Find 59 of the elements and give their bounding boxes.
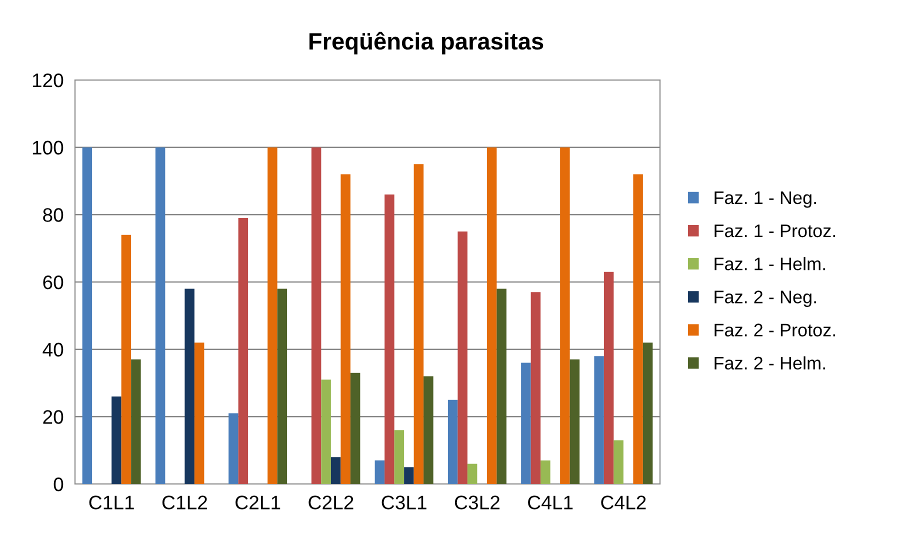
bar [530, 292, 541, 484]
x-tick-label: C1L2 [162, 496, 207, 510]
bar [424, 376, 434, 484]
bar [394, 430, 404, 484]
legend-label: Faz. 1 - Protoz. [714, 224, 835, 238]
legend-label: Faz. 2 - Protoz. [714, 324, 835, 336]
bar [633, 174, 643, 484]
bar [155, 147, 166, 484]
x-tick-label: C3L2 [454, 496, 500, 510]
y-tick-label: 100 [32, 140, 64, 155]
bar [238, 218, 248, 484]
y-tick-label: 80 [43, 208, 64, 222]
legend-label: Faz. 1 - Helm. [714, 257, 825, 270]
bar [277, 288, 288, 484]
y-tick-label: 40 [42, 342, 64, 357]
bar [404, 467, 414, 484]
x-tick-label: C3L1 [382, 496, 426, 510]
bar [604, 272, 614, 484]
bar [121, 234, 132, 484]
bar [330, 457, 341, 484]
x-tick-label: C4L1 [528, 496, 573, 510]
bar [184, 288, 194, 484]
x-tick-label: C4L2 [601, 496, 646, 510]
bar [311, 147, 322, 484]
legend-label: Faz. 1 - Neg. [714, 192, 816, 208]
bar [194, 342, 204, 484]
bar [374, 460, 385, 484]
bar [642, 342, 653, 484]
bar [570, 359, 580, 484]
bar [540, 460, 550, 484]
bar [560, 147, 570, 484]
bar [82, 147, 92, 484]
bar [486, 147, 497, 484]
legend-label: Faz. 2 - Neg. [714, 290, 816, 307]
bar [340, 174, 350, 484]
bar [521, 362, 531, 484]
bar [614, 440, 624, 484]
bar [496, 288, 506, 484]
y-tick-label: 20 [43, 410, 64, 424]
bar [268, 147, 278, 484]
x-tick-label: C1L1 [89, 496, 134, 510]
bar [350, 372, 360, 484]
bar [228, 413, 238, 484]
bar [112, 396, 122, 484]
x-tick-label: C2L1 [236, 496, 280, 510]
x-tick-label: C2L2 [308, 496, 354, 510]
bar [467, 464, 478, 484]
bar [384, 194, 394, 484]
bar [131, 359, 141, 484]
bar [414, 164, 424, 484]
bar [458, 232, 468, 484]
bar [448, 400, 458, 484]
bar [321, 380, 331, 484]
legend-label: Faz. 2 - Helm. [714, 356, 825, 370]
chart-title: Freqüência parasitas [309, 32, 544, 54]
y-tick-label: 120 [32, 73, 64, 88]
y-tick-label: 60 [43, 275, 64, 290]
bar [594, 356, 604, 484]
y-tick-label: 0 [54, 477, 64, 492]
